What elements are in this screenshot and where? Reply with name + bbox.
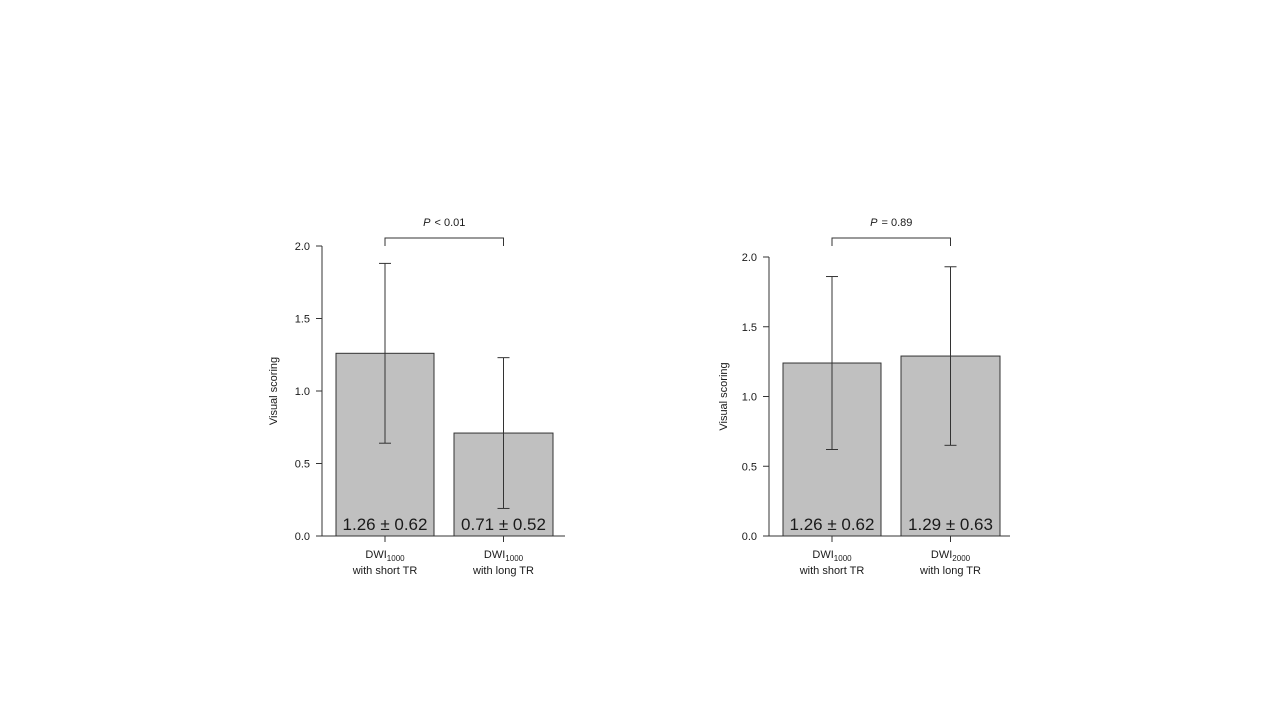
y-axis-label: Visual scoring xyxy=(718,362,730,430)
x-tick-label-line2: with long TR xyxy=(919,565,981,577)
y-tick-label: 0.0 xyxy=(295,531,310,543)
x-tick-label-line2: with long TR xyxy=(472,565,534,577)
chart-1: 0.0 0.5 1.0 1.5 2.0 Visual scoring 1.26 ± 0.62… xyxy=(268,217,565,577)
x-tick-label: DWI2000 xyxy=(931,549,971,563)
x-tick-label-sub: 1000 xyxy=(834,554,852,563)
x-tick-label-main: DWI xyxy=(484,549,505,561)
significance-bracket xyxy=(384,237,504,246)
p-value-label: P = 0.89 xyxy=(870,217,912,229)
y-tick-label: 1.0 xyxy=(742,392,757,404)
bar-value-label: 1.26 ± 0.62 xyxy=(343,515,428,534)
x-tick-label-line2: with short TR xyxy=(799,565,865,577)
bar-value-label: 1.26 ± 0.62 xyxy=(790,515,875,534)
y-tick-label: 2.0 xyxy=(742,252,757,264)
bar-value-label: 1.29 ± 0.63 xyxy=(908,515,993,534)
x-tick-label: DWI1000 xyxy=(812,549,852,563)
x-tick-label: DWI1000 xyxy=(484,549,524,563)
x-tick-label-line2: with short TR xyxy=(352,565,418,577)
x-tick-label-sub: 1000 xyxy=(387,554,405,563)
bar-value-label: 0.71 ± 0.52 xyxy=(461,515,546,534)
p-value-label: P < 0.01 xyxy=(423,217,465,229)
y-axis-label: Visual scoring xyxy=(268,357,280,425)
x-tick-label-main: DWI xyxy=(812,549,833,561)
y-tick-label: 1.5 xyxy=(742,322,757,334)
p-value-text: = 0.89 xyxy=(881,217,912,229)
y-tick-label: 0.5 xyxy=(295,459,310,471)
y-tick-label: 0.5 xyxy=(742,461,757,473)
p-value-text: < 0.01 xyxy=(434,217,465,229)
x-tick-label-sub: 1000 xyxy=(505,554,523,563)
y-tick-label: 0.0 xyxy=(742,531,757,543)
x-tick-label-sub: 2000 xyxy=(952,554,970,563)
y-tick-label: 1.0 xyxy=(295,386,310,398)
y-tick-label: 1.5 xyxy=(295,314,310,326)
chart-2: 0.0 0.5 1.0 1.5 2.0 Visual scoring 1.26 ± 0.62… xyxy=(718,217,1010,577)
x-tick-label-main: DWI xyxy=(931,549,952,561)
significance-bracket xyxy=(831,237,951,246)
x-tick-label: DWI1000 xyxy=(365,549,405,563)
p-value-symbol: P xyxy=(870,217,878,229)
x-tick-label-main: DWI xyxy=(365,549,386,561)
p-value-symbol: P xyxy=(423,217,431,229)
y-tick-label: 2.0 xyxy=(295,241,310,253)
